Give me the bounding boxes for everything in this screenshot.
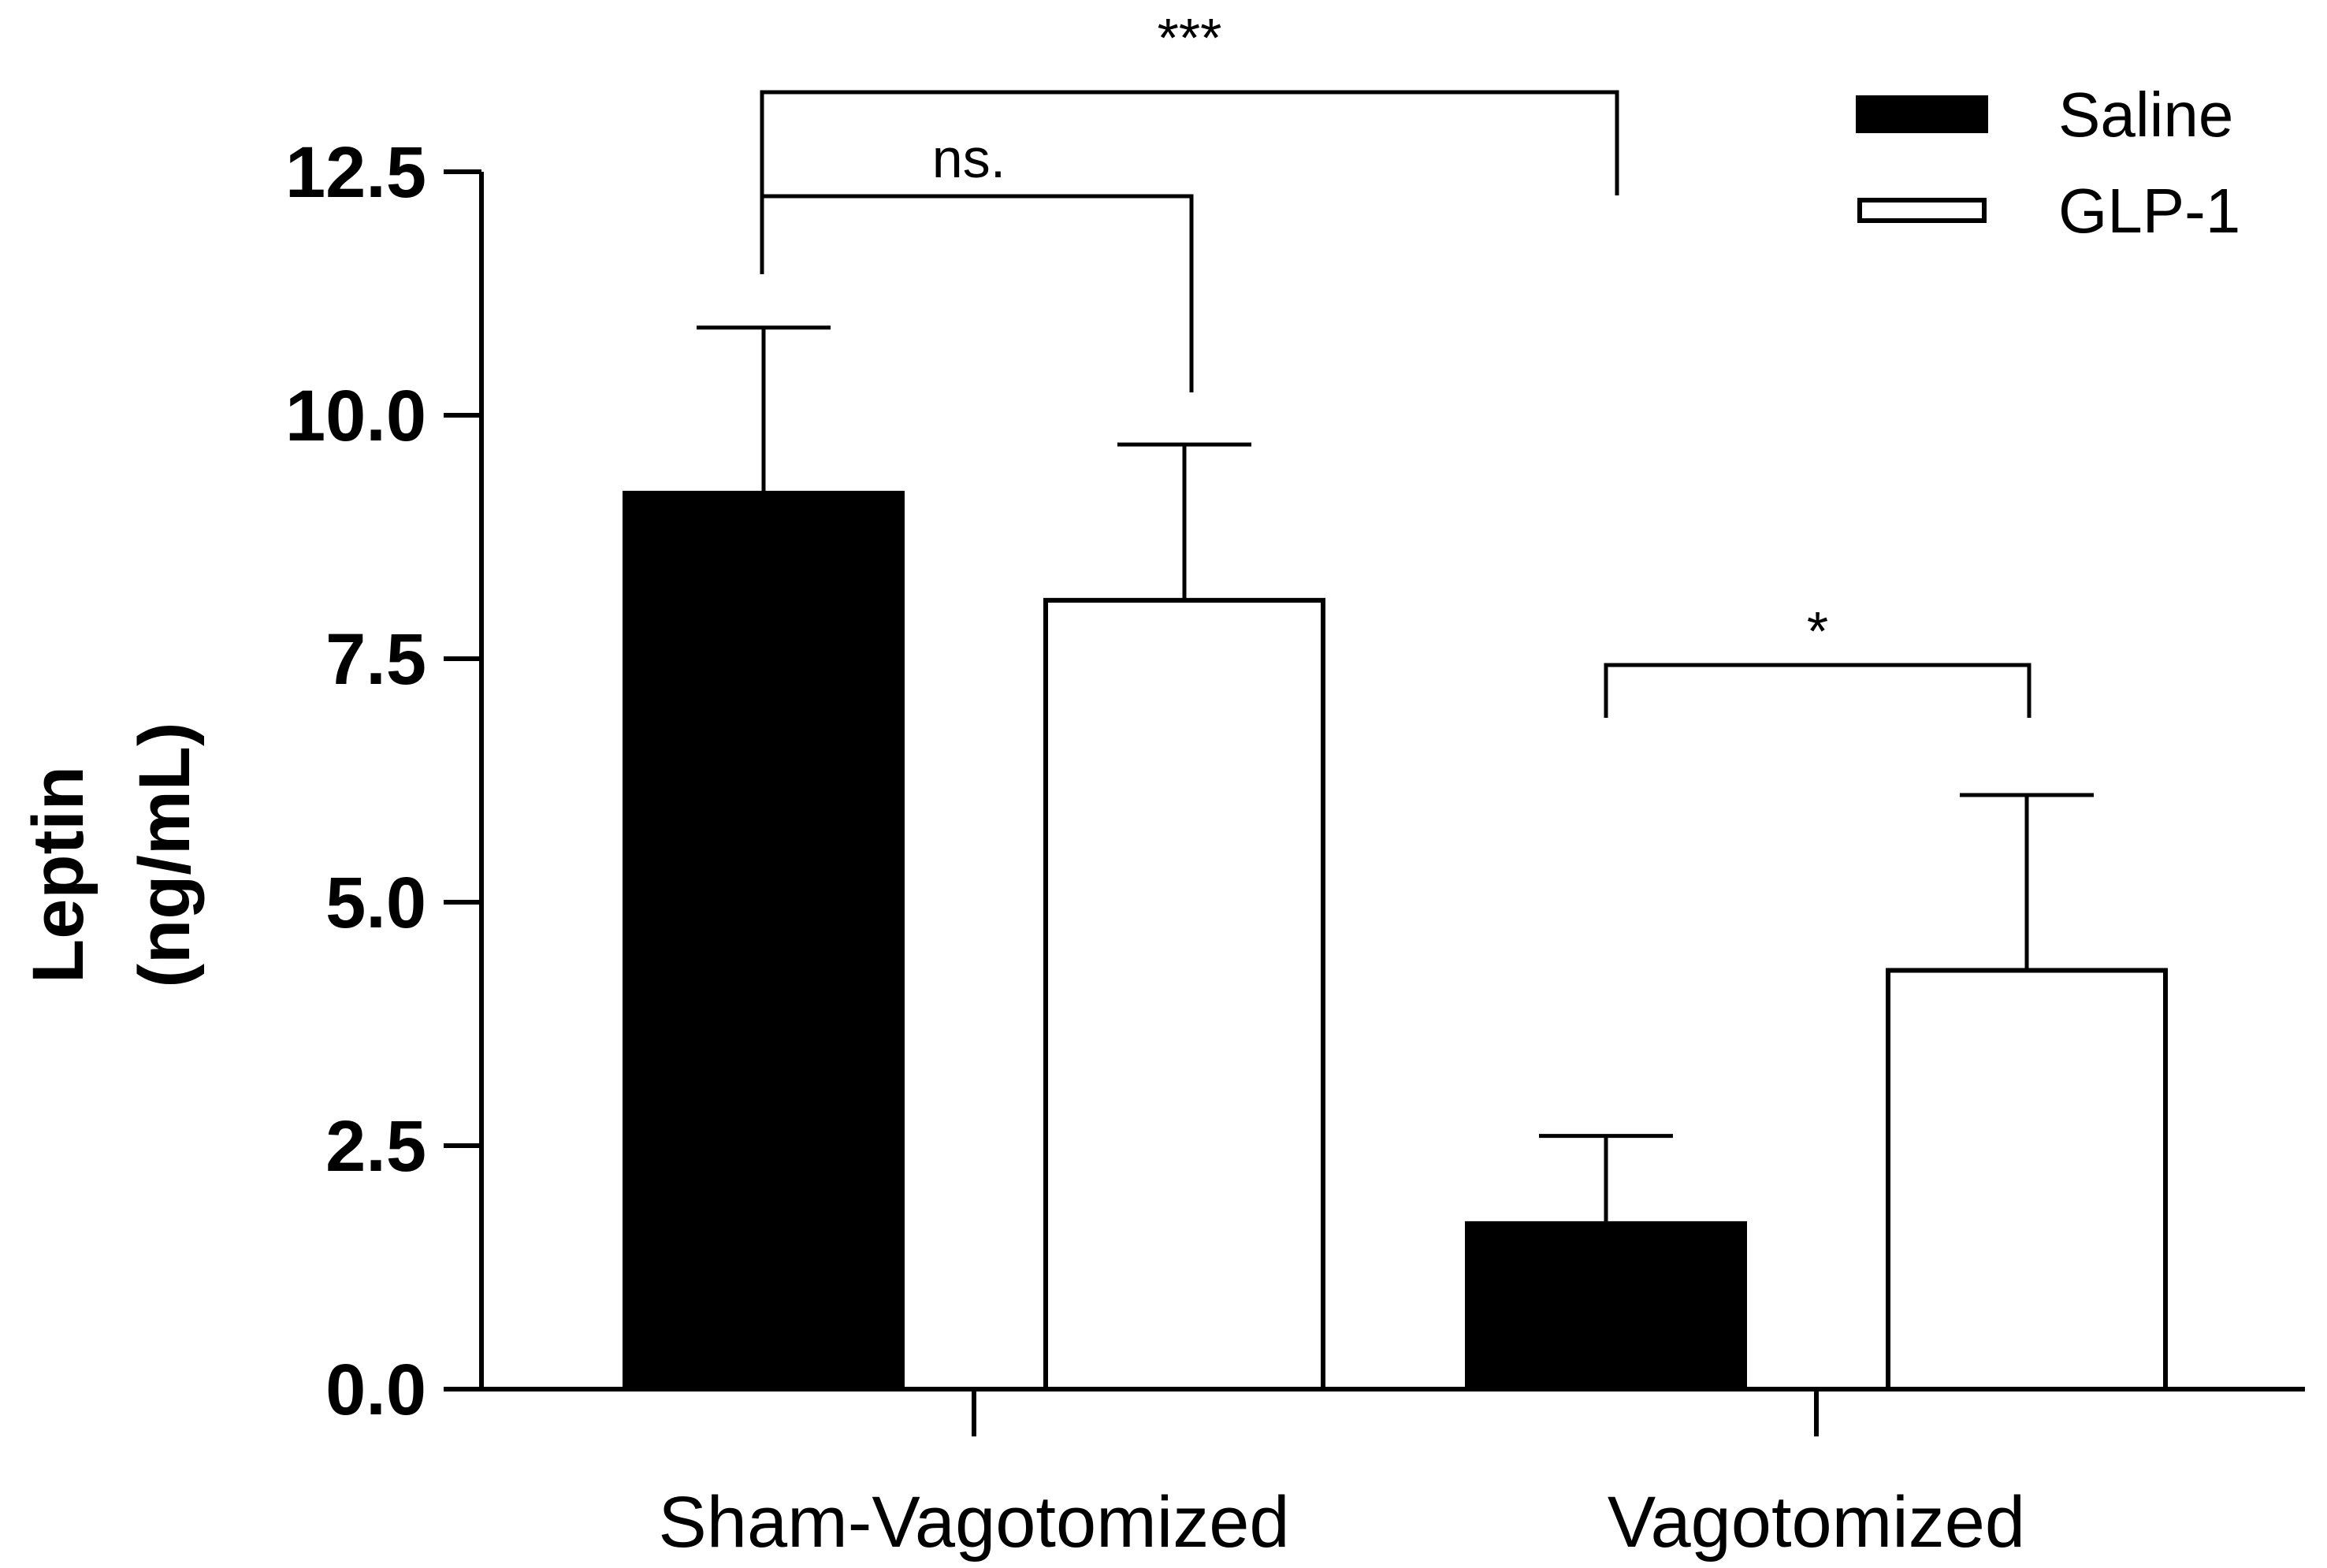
significance-bracket [760, 194, 1194, 392]
y-tick-label: 0.0 [325, 1350, 426, 1430]
legend-swatch-glp-1 [1857, 198, 1987, 223]
x-tick-label: Vagotomized [1608, 1482, 2025, 1562]
bar-saline-1 [1465, 1221, 1747, 1392]
significance-bracket [1604, 663, 2031, 718]
significance-group: *** ns. * [760, 7, 2031, 718]
y-ticks-group: 0.0 2.5 5.0 7.5 10.0 12.5 [285, 132, 481, 1430]
legend-swatch-saline [1856, 95, 1988, 133]
legend-label: Saline [2058, 80, 2233, 150]
y-axis-label-line2: (ng/mL) [125, 722, 205, 987]
x-tick-label: Sham-Vagotomized [658, 1482, 1289, 1562]
significance-label: ns. [932, 128, 1006, 189]
x-ticks-group: Sham-Vagotomized Vagotomized [658, 1389, 2025, 1562]
significance-bracket [760, 90, 1619, 274]
y-tick-label: 7.5 [325, 619, 426, 700]
bar-saline-0 [623, 490, 905, 1392]
legend-label: GLP-1 [2058, 176, 2240, 246]
y-axis-label-line1: Leptin [18, 766, 99, 983]
y-tick-label: 2.5 [325, 1106, 426, 1187]
y-tick-label: 12.5 [285, 132, 426, 213]
y-tick-label: 10.0 [285, 376, 426, 456]
bars-group [623, 490, 2168, 1392]
legend: Saline GLP-1 [1856, 80, 2240, 246]
bar-glp-1-1 [1886, 968, 2168, 1392]
significance-label: *** [1158, 7, 1222, 69]
error-bars-group [697, 325, 2094, 1224]
y-tick-label: 5.0 [325, 863, 426, 943]
bar-glp-1-0 [1043, 597, 1325, 1392]
significance-label: * [1807, 600, 1828, 662]
